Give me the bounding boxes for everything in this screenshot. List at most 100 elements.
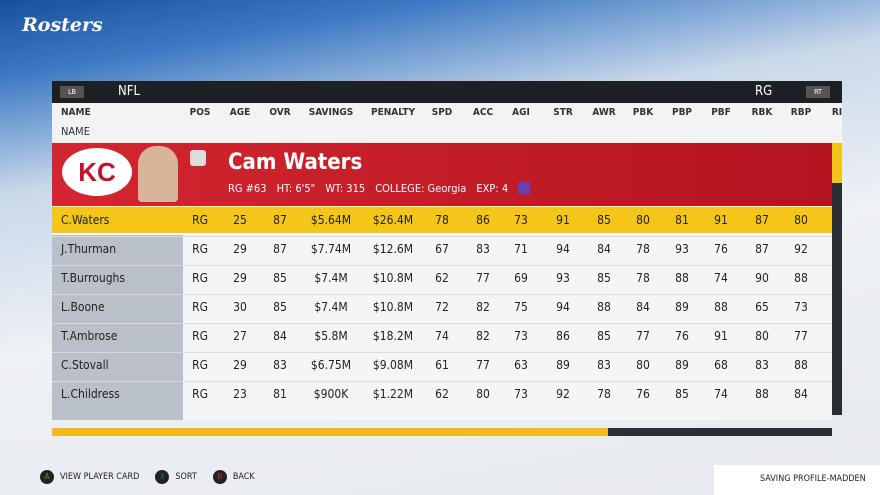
column-header[interactable]: OVR: [269, 107, 291, 118]
column-header[interactable]: PBF: [711, 107, 731, 118]
footer-action[interactable]: B BACK: [212, 470, 255, 484]
player-photo: [138, 146, 178, 202]
stat-cell: 93: [556, 271, 570, 285]
stat-cell: 84: [597, 242, 611, 256]
player-name-cell[interactable]: T.Burroughs: [61, 271, 126, 285]
stat-cell: 29: [233, 242, 247, 256]
stat-cell: 81: [675, 213, 689, 227]
stat-cell: 92: [556, 387, 570, 401]
stat-cell: 78: [636, 242, 650, 256]
column-header[interactable]: RI: [831, 107, 843, 118]
footer-actions: A VIEW PLAYER CARD X SORT B BACK: [40, 470, 255, 484]
trait-icon: [518, 182, 531, 194]
stat-cell: 76: [636, 387, 650, 401]
stat-cell: 76: [714, 242, 728, 256]
column-header[interactable]: NAME: [61, 107, 91, 118]
stat-cell: 80: [636, 213, 650, 227]
stat-cell: 85: [273, 271, 287, 285]
column-header[interactable]: AGE: [229, 107, 251, 118]
stat-cell: RG: [192, 387, 208, 401]
footer-action[interactable]: X SORT: [155, 470, 197, 484]
screen-title: Rosters: [22, 14, 103, 36]
stat-cell: 88: [794, 358, 808, 372]
stat-cell: 88: [714, 300, 728, 314]
column-header[interactable]: SPD: [431, 107, 453, 118]
stat-cell: 86: [476, 213, 490, 227]
column-header[interactable]: PENALTY: [371, 107, 415, 118]
row-divider: [52, 323, 832, 324]
column-header[interactable]: RBP: [790, 107, 812, 118]
action-label: SORT: [175, 472, 197, 482]
stat-cell: 78: [597, 387, 611, 401]
stat-cell: 68: [714, 358, 728, 372]
column-header[interactable]: AGI: [512, 107, 530, 118]
column-header[interactable]: POS: [189, 107, 211, 118]
column-header[interactable]: RBK: [751, 107, 773, 118]
stat-cell: 83: [755, 358, 769, 372]
action-label: VIEW PLAYER CARD: [60, 472, 140, 482]
stat-cell: 29: [233, 358, 247, 372]
stat-cell: 88: [794, 271, 808, 285]
stat-cell: 75: [514, 300, 528, 314]
stat-cell: 77: [794, 329, 808, 343]
column-header[interactable]: PBP: [671, 107, 693, 118]
stat-cell: $7.74M: [310, 242, 352, 256]
stat-cell: 65: [755, 300, 769, 314]
player-name-cell[interactable]: T.Ambrose: [61, 329, 118, 343]
stat-cell: 72: [435, 300, 449, 314]
number: RG #63: [228, 182, 267, 195]
stat-cell: 87: [273, 242, 287, 256]
stat-cell: 85: [597, 213, 611, 227]
stat-cell: 85: [675, 387, 689, 401]
stat-cell: 87: [755, 213, 769, 227]
league-tab[interactable]: NFL: [118, 84, 140, 99]
stat-cell: $10.8M: [372, 300, 414, 314]
player-name-cell[interactable]: C.Waters: [61, 213, 110, 227]
stat-cell: 63: [514, 358, 528, 372]
stat-cell: 69: [514, 271, 528, 285]
player-card: [52, 143, 832, 206]
stat-cell: 71: [514, 242, 528, 256]
footer-action[interactable]: A VIEW PLAYER CARD: [40, 470, 139, 484]
stat-cell: 73: [514, 387, 528, 401]
team-logo: KC: [62, 148, 132, 196]
column-header[interactable]: PBK: [632, 107, 654, 118]
stat-cell: 90: [755, 271, 769, 285]
stat-cell: 80: [794, 213, 808, 227]
row-divider: [52, 236, 832, 237]
column-header[interactable]: ACC: [472, 107, 494, 118]
stat-cell: 74: [714, 271, 728, 285]
stat-cell: 84: [794, 387, 808, 401]
stat-cell: 78: [435, 213, 449, 227]
row-divider: [52, 294, 832, 295]
column-header[interactable]: AWR: [592, 107, 616, 118]
player-name: Cam Waters: [228, 150, 363, 175]
stat-cell: 83: [597, 358, 611, 372]
stat-cell: 29: [233, 271, 247, 285]
column-header[interactable]: STR: [553, 107, 573, 118]
stat-cell: 30: [233, 300, 247, 314]
lb-button[interactable]: LB: [60, 86, 84, 98]
selected-row[interactable]: [52, 207, 832, 233]
stat-cell: 93: [675, 242, 689, 256]
stat-cell: 77: [476, 271, 490, 285]
player-name-cell[interactable]: L.Boone: [61, 300, 105, 314]
stat-cell: $18.2M: [372, 329, 414, 343]
button-icon: A: [40, 470, 54, 484]
stat-cell: 61: [435, 358, 449, 372]
stat-cell: 80: [636, 358, 650, 372]
column-header[interactable]: SAVINGS: [308, 107, 354, 118]
header-area: [52, 103, 842, 143]
stat-cell: 81: [273, 387, 287, 401]
height: HT: 6'5": [276, 182, 316, 195]
stat-cell: RG: [192, 242, 208, 256]
sub-header: NAME: [61, 125, 90, 138]
stat-cell: 85: [597, 271, 611, 285]
position-tab[interactable]: RG: [755, 84, 773, 99]
rt-button[interactable]: RT: [806, 86, 830, 98]
player-name-cell[interactable]: L.Childress: [61, 387, 120, 401]
player-name-cell[interactable]: J.Thurman: [61, 242, 117, 256]
player-name-cell[interactable]: C.Stovall: [61, 358, 109, 372]
card-icon: [190, 150, 206, 166]
